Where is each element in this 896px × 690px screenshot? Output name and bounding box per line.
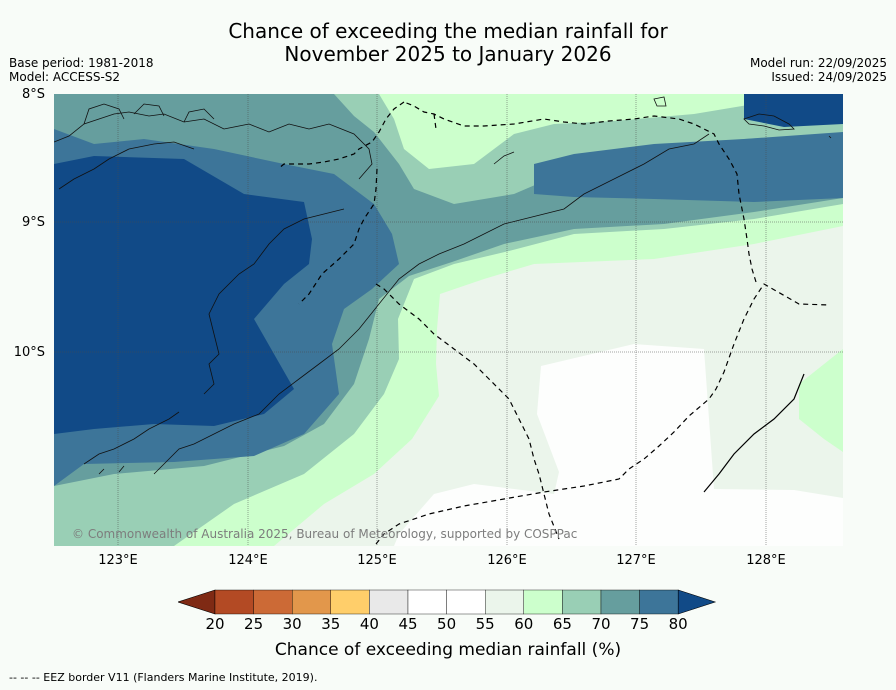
coast-flores [54, 111, 373, 180]
colorbar-tick-label: 30 [282, 615, 302, 633]
base-period: Base period: 1981-2018 [9, 56, 154, 70]
eez-border [277, 101, 831, 545]
coast-babar [743, 113, 795, 131]
lon-label-125e: 125°E [357, 553, 397, 568]
lon-label-126e: 126°E [487, 553, 527, 568]
colorbar-tick-label: 55 [475, 615, 495, 633]
coast-islet-126 [493, 151, 515, 165]
colorbar-tick-label: 65 [552, 615, 572, 633]
colorbar-segment [253, 589, 293, 615]
colorbar-segment [639, 589, 679, 615]
issued-date: Issued: 24/09/2025 [771, 70, 887, 84]
coast-point-east [828, 135, 832, 139]
coastlines [54, 96, 832, 475]
colorbar-segment [214, 589, 254, 615]
meta-right: Model run: 22/09/2025 Issued: 24/09/2025 [750, 56, 887, 84]
lon-label-128e: 128°E [746, 553, 786, 568]
rainfall-map [54, 94, 843, 546]
lat-label-9s: 9°S [21, 215, 45, 230]
meta-left: Base period: 1981-2018 Model: ACCESS-S2 [9, 56, 154, 84]
band-60-65-east [799, 349, 843, 452]
coast-wetar-islet [653, 96, 667, 107]
graticule [54, 94, 843, 546]
title-line-1: Chance of exceeding the median rainfall … [228, 19, 668, 43]
eez-border-solid [703, 373, 805, 493]
colorbar-tick-label: 20 [205, 615, 225, 633]
colorbar-tick-label: 75 [630, 615, 650, 633]
model-name: Model: ACCESS-S2 [9, 70, 121, 84]
coast-islets [98, 465, 125, 475]
lon-label-123e: 123°E [98, 553, 138, 568]
lon-label-127e: 127°E [616, 553, 656, 568]
colorbar-label: Chance of exceeding median rainfall (%) [274, 640, 622, 660]
map-title: Chance of exceeding the median rainfall … [0, 20, 896, 66]
band-above-80 [54, 94, 843, 434]
coast-flores-north [83, 103, 215, 125]
coast-sumba-north [58, 141, 195, 190]
copyright-notice: © Commonwealth of Australia 2025, Bureau… [72, 527, 578, 541]
title-line-2: November 2025 to January 2026 [284, 42, 612, 66]
coast-rote [83, 411, 180, 465]
model-run: Model run: 22/09/2025 [749, 56, 887, 70]
colorbar-tick-label: 50 [437, 615, 457, 633]
colorbar-segment [446, 589, 486, 615]
colorbar-segment [330, 589, 370, 615]
colorbar-extend-low [178, 589, 216, 615]
footer-note: -- -- -- EEZ border V11 (Flanders Marine… [9, 671, 318, 684]
colorbar-tick-label: 40 [359, 615, 379, 633]
coast-timor-north [153, 133, 710, 475]
colorbar-segment [600, 589, 640, 615]
colorbar-tick-label: 70 [591, 615, 611, 633]
colorbar-tick-label: 60 [514, 615, 534, 633]
colorbar-tick-label: 45 [398, 615, 418, 633]
colorbar-tick-label: 25 [244, 615, 264, 633]
lat-label-10s: 10°S [13, 345, 45, 360]
colorbar-segment [485, 589, 525, 615]
lat-label-8s: 8°S [21, 87, 45, 102]
colorbar-segment [407, 589, 447, 615]
colorbar-extend-high [677, 589, 717, 615]
colorbar-tick-label: 80 [668, 615, 688, 633]
colorbar-segment [291, 589, 331, 615]
colorbar-tick-label: 35 [321, 615, 341, 633]
coast-alor-chain [203, 208, 345, 395]
colorbar [178, 589, 717, 615]
colorbar-segment [369, 589, 409, 615]
colorbar-segment [562, 589, 602, 615]
lon-label-124e: 124°E [228, 553, 268, 568]
colorbar-segment [523, 589, 563, 615]
